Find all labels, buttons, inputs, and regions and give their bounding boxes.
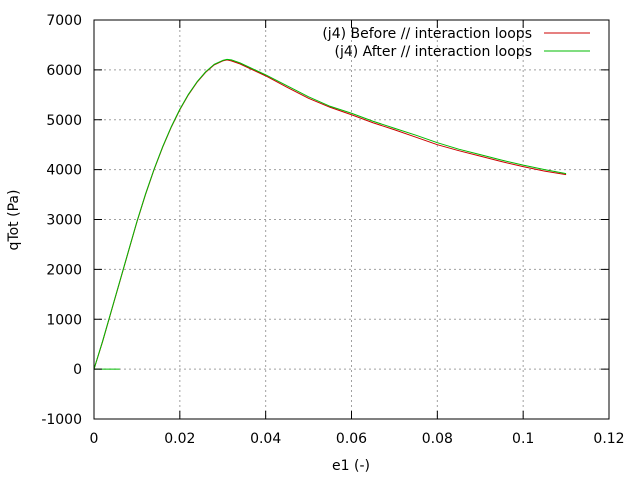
x-tick-label: 0 xyxy=(90,431,99,447)
y-tick-label: 0 xyxy=(73,362,82,378)
x-tick-label: 0.08 xyxy=(422,431,453,447)
x-axis-label: e1 (-) xyxy=(332,458,370,474)
y-tick-label: 4000 xyxy=(46,163,82,179)
y-tick-label: 3000 xyxy=(46,213,82,229)
y-tick-label: 2000 xyxy=(46,262,82,278)
x-tick-label: 0.1 xyxy=(512,431,534,447)
axis-ticks xyxy=(93,19,610,420)
x-tick-label: 0.04 xyxy=(250,431,281,447)
grid-layer xyxy=(94,20,609,419)
x-tick-label: 0.06 xyxy=(336,431,367,447)
y-tick-label: 5000 xyxy=(46,113,82,129)
y-axis-label: qTot (Pa) xyxy=(6,190,22,251)
legend-label-after: (j4) After // interaction loops xyxy=(335,44,533,60)
series-line-after xyxy=(93,58,567,370)
x-tick-label: 0.02 xyxy=(164,431,195,447)
y-tick-label: 1000 xyxy=(46,312,82,328)
tick-label-layer: 0 0.02 0.04 0.06 0.08 0.1 0.12 -1000 0 1000 2000 30… xyxy=(41,13,624,447)
y-tick-label: 7000 xyxy=(46,13,82,29)
y-tick-label: -1000 xyxy=(41,412,82,428)
x-tick-label: 0.12 xyxy=(593,431,624,447)
legend: (j4) Before // interaction loops (j4) Af… xyxy=(322,26,590,60)
legend-label-before: (j4) Before // interaction loops xyxy=(322,26,532,42)
y-tick-label: 6000 xyxy=(46,63,82,79)
